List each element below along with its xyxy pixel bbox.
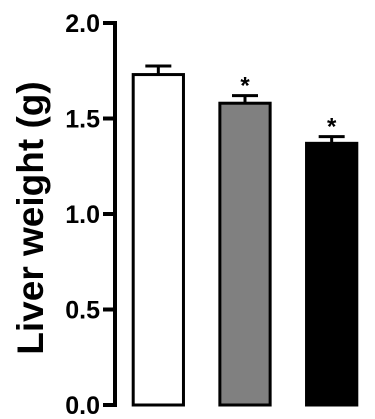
bar <box>305 141 359 407</box>
bars-group: ** <box>131 64 359 407</box>
y-tick-label: 2.0 <box>65 10 100 38</box>
bar <box>131 73 185 407</box>
y-axis: 0.0 0.5 1.0 1.5 2.0 <box>65 10 117 419</box>
significance-marker: * <box>240 73 250 100</box>
y-tick-label: 1.0 <box>65 201 100 229</box>
y-axis-title: Liver weight (g) <box>10 81 51 354</box>
y-tick-label: 0.5 <box>65 297 100 325</box>
significance-marker: * <box>327 114 337 141</box>
y-tick-label: 0.0 <box>65 392 100 419</box>
y-tick-label: 1.5 <box>65 106 100 134</box>
bar <box>218 101 272 407</box>
